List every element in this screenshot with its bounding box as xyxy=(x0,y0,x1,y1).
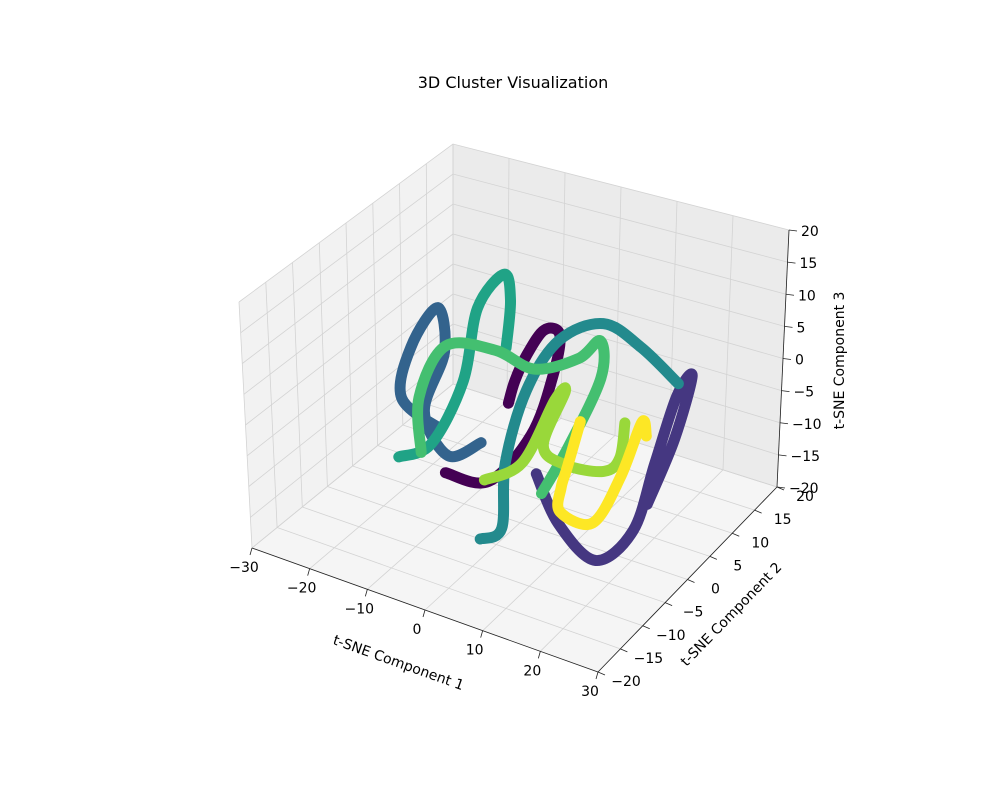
x-tick xyxy=(422,609,426,618)
z-axis-label: t-SNE Component 3 xyxy=(832,292,848,430)
z-tick xyxy=(785,293,795,296)
series-group xyxy=(393,268,698,566)
z-tick-label: 10 xyxy=(798,288,816,304)
x-tick-label: −20 xyxy=(287,581,317,597)
z-tick xyxy=(781,390,790,393)
x-tick-label: 0 xyxy=(413,622,422,638)
z-tick xyxy=(776,486,786,489)
series-line-5 xyxy=(412,335,610,499)
x-tick-label: 30 xyxy=(581,684,599,700)
y-tick xyxy=(664,602,673,606)
y-tick-label: 5 xyxy=(733,558,742,574)
series-line-4 xyxy=(393,268,517,463)
axes-ticks: −30−20−100102030−20−15−10−505101520−20−1… xyxy=(229,224,821,700)
z-tick-label: 20 xyxy=(801,224,819,240)
y-tick-label: −20 xyxy=(611,674,641,690)
y-tick xyxy=(709,556,718,560)
z-tick-label: −10 xyxy=(792,417,822,433)
grid-line-z xyxy=(238,143,790,303)
z-tick-label: 5 xyxy=(797,320,806,336)
x-tick xyxy=(364,589,368,597)
x-tick xyxy=(480,630,484,638)
z-tick-label: 0 xyxy=(795,353,804,369)
y-tick xyxy=(597,671,606,676)
x-tick xyxy=(537,651,541,659)
chart-title: 3D Cluster Visualization xyxy=(418,73,609,92)
y-tick-label: −10 xyxy=(656,628,686,644)
z-tick-label: −20 xyxy=(789,481,819,497)
grid-line-z xyxy=(240,173,788,334)
y-tick-label: 0 xyxy=(711,582,720,598)
z-tick xyxy=(787,261,796,264)
y-tick xyxy=(687,579,695,583)
z-tick xyxy=(788,229,798,232)
grid-line-z xyxy=(243,233,785,395)
y-tick xyxy=(642,625,650,630)
series-line-1 xyxy=(530,368,698,566)
y-tick-label: −5 xyxy=(683,605,704,621)
series-line-7 xyxy=(552,415,652,530)
z-tick xyxy=(782,358,792,360)
series-line-2 xyxy=(394,302,487,463)
z-tick xyxy=(778,454,787,457)
z-tick xyxy=(779,422,789,425)
grid-line-z xyxy=(242,203,787,364)
x-tick xyxy=(595,671,599,680)
y-tick xyxy=(620,648,628,653)
series-line-6 xyxy=(478,382,631,486)
y-tick xyxy=(754,509,762,514)
z-tick xyxy=(784,325,793,328)
y-tick-label: −15 xyxy=(634,651,664,667)
x-tick-label: −10 xyxy=(345,601,375,617)
z-tick-label: −5 xyxy=(794,385,815,401)
x-tick-label: −30 xyxy=(229,560,259,576)
grid-line-z xyxy=(246,293,782,457)
grid-line-z xyxy=(248,323,781,487)
grid-line-z xyxy=(245,263,784,426)
x-tick-label: 20 xyxy=(523,663,541,679)
pane-back xyxy=(453,144,789,487)
y-tick-label: 10 xyxy=(751,535,769,551)
y-tick-label: 20 xyxy=(796,489,814,505)
y-tick xyxy=(732,532,740,537)
z-tick-label: −15 xyxy=(791,449,821,465)
x-axis-label: t-SNE Component 1 xyxy=(331,632,466,694)
x-tick xyxy=(249,547,253,556)
z-tick-label: 15 xyxy=(800,256,818,272)
y-tick-label: 15 xyxy=(774,512,792,528)
x-tick xyxy=(307,568,311,576)
x-tick-label: 10 xyxy=(466,643,484,659)
